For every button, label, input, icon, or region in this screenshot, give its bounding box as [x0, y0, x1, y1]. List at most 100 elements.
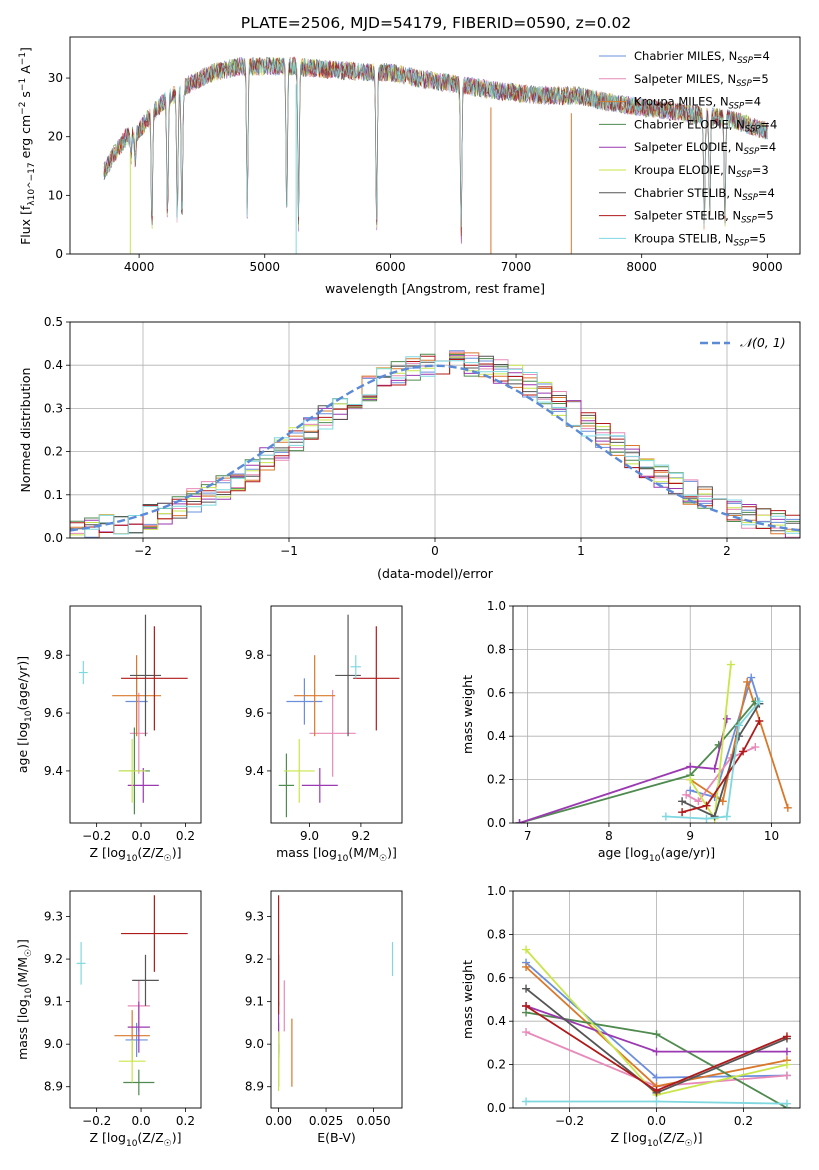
plus-marker	[702, 814, 711, 823]
x-tick-label: −1	[280, 544, 298, 558]
x-tick-label: 2	[723, 544, 731, 558]
y-tick-label: 0.8	[487, 927, 506, 941]
normal-reference-curve	[70, 364, 800, 532]
y-tick-label: 9.6	[245, 706, 264, 720]
x-tick-label: 1	[577, 544, 585, 558]
plus-marker	[652, 1030, 661, 1039]
y-tick-label: 0.4	[487, 729, 506, 743]
plus-marker	[751, 743, 760, 752]
y-tick-label: 9.0	[44, 1037, 63, 1051]
errorbars-age_vs_Z	[78, 614, 188, 815]
y-tick-label: 0.2	[487, 1058, 506, 1072]
plus-marker	[755, 717, 764, 726]
legend-label: Kroupa ELODIE, NSSP=3	[634, 163, 769, 180]
weight-line	[519, 700, 756, 823]
plus-marker	[714, 740, 723, 749]
x-tick-label: 0.050	[356, 1114, 390, 1128]
y-tick-label: 9.1	[245, 995, 264, 1009]
x-tick-label: 0	[431, 544, 439, 558]
y-tick-label: 9.2	[44, 952, 63, 966]
plus-marker	[686, 762, 695, 771]
y-tick-label: 9.6	[44, 706, 63, 720]
plus-marker	[783, 803, 792, 812]
plus-marker	[710, 764, 719, 773]
axes-frame	[512, 605, 801, 824]
errorbars-age_vs_mass	[278, 614, 400, 818]
plus-marker	[652, 1097, 661, 1106]
axes-spectrum: 4000 5000 6000 7000 8000 9000 0 10 20 30	[48, 71, 783, 274]
x-axis-label: wavelength [Angstrom, rest frame]	[325, 281, 545, 296]
axes-frame	[69, 36, 801, 255]
axes-age_vs_Z: −0.2 0.0 0.2 9.4 9.6 9.8	[44, 648, 195, 843]
histogram-series	[70, 356, 800, 538]
y-axis-label: mass [log10​(M/M☉​)]	[15, 939, 34, 1060]
figure-title: PLATE=2506, MJD=54179, FIBERID=0590, z=0…	[241, 14, 631, 32]
y-axis-label: mass weight	[460, 960, 475, 1039]
y-tick-label: 0.8	[487, 642, 506, 656]
x-tick-label: 9000	[752, 260, 783, 274]
plus-marker	[747, 673, 756, 682]
legend-label: Kroupa STELIB, NSSP=5	[634, 231, 766, 248]
plus-marker	[722, 714, 731, 723]
plus-marker	[722, 812, 731, 821]
y-tick-label: 0.6	[487, 686, 506, 700]
plus-marker	[515, 819, 524, 823]
x-tick-label: 8000	[626, 260, 657, 274]
weight-line	[519, 718, 728, 823]
x-tick-label: 9.0	[300, 829, 319, 843]
legend-label: 𝒩(0, 1)	[740, 335, 786, 350]
y-tick-label: 20	[48, 130, 63, 144]
spectrum-lines	[103, 56, 768, 254]
x-tick-label: 0.0	[132, 1114, 151, 1128]
plus-marker	[782, 1071, 791, 1080]
y-tick-label: 0	[55, 247, 63, 261]
plus-marker	[522, 1028, 531, 1037]
x-tick-label: 0.0	[132, 829, 151, 843]
y-tick-label: 0.0	[44, 531, 63, 545]
y-tick-label: 9.1	[44, 995, 63, 1009]
plus-marker	[782, 1099, 791, 1108]
lines-weight_vs_Z	[522, 945, 791, 1108]
weight-line	[689, 678, 789, 809]
x-tick-label: 5000	[249, 260, 280, 274]
axes-frame	[69, 321, 801, 539]
y-tick-label: 9.3	[245, 910, 264, 924]
legend-label: Kroupa MILES, NSSP=4	[634, 95, 761, 112]
y-tick-label: 9.8	[44, 648, 63, 662]
x-axis-label: E(B-V)	[317, 1130, 356, 1145]
y-tick-label: 10	[48, 188, 63, 202]
y-tick-label: 9.8	[245, 648, 264, 662]
x-axis-label: Z [log10​(Z/Z☉​)]	[611, 1130, 703, 1149]
x-tick-label: 10	[764, 829, 779, 843]
legend-label: Salpeter MILES, NSSP=5	[634, 72, 769, 89]
errorbars-mass_vs_ebv	[277, 895, 394, 1091]
legend-label: Chabrier ELODIE, NSSP=4	[634, 117, 777, 134]
x-tick-label: −0.2	[82, 1114, 111, 1128]
x-tick-label: 0.0	[647, 1114, 666, 1128]
y-tick-label: 30	[48, 71, 63, 85]
x-tick-label: 9.2	[351, 829, 370, 843]
x-tick-label: −0.2	[555, 1114, 584, 1128]
plus-marker	[694, 797, 703, 806]
plus-marker	[678, 808, 687, 817]
axes-weight_vs_age: 7 8 9 10 0.0 0.2 0.4 0.6 0.8 1.0	[487, 599, 800, 843]
x-axis-label: mass [log10​(M/M☉​)]	[276, 845, 397, 864]
y-tick-label: 0.1	[44, 488, 63, 502]
x-axis-label: age [log10​(age/yr)]	[598, 845, 715, 864]
x-tick-label: 0.2	[176, 829, 195, 843]
x-tick-label: −0.2	[82, 829, 111, 843]
y-tick-label: 0.2	[487, 773, 506, 787]
x-axis-label: (data-model)/error	[377, 566, 494, 581]
y-tick-label: 1.0	[487, 884, 506, 898]
axes-frame	[512, 890, 801, 1109]
axes-frame	[69, 605, 202, 824]
plus-marker	[522, 962, 531, 971]
plus-marker	[678, 797, 687, 806]
axes-mass_vs_Z: −0.2 0.0 0.2 8.9 9.0 9.1 9.2 9.3	[44, 910, 195, 1128]
plus-marker	[522, 984, 531, 993]
legend-label: Salpeter STELIB, NSSP=5	[634, 209, 774, 226]
y-tick-label: 0.6	[487, 971, 506, 985]
y-tick-label: 1.0	[487, 599, 506, 613]
y-tick-label: 8.9	[44, 1080, 63, 1094]
y-axis-label: Flux [fλ10^−17​ erg cm−2​ s−1​ A−1​]	[18, 47, 37, 245]
